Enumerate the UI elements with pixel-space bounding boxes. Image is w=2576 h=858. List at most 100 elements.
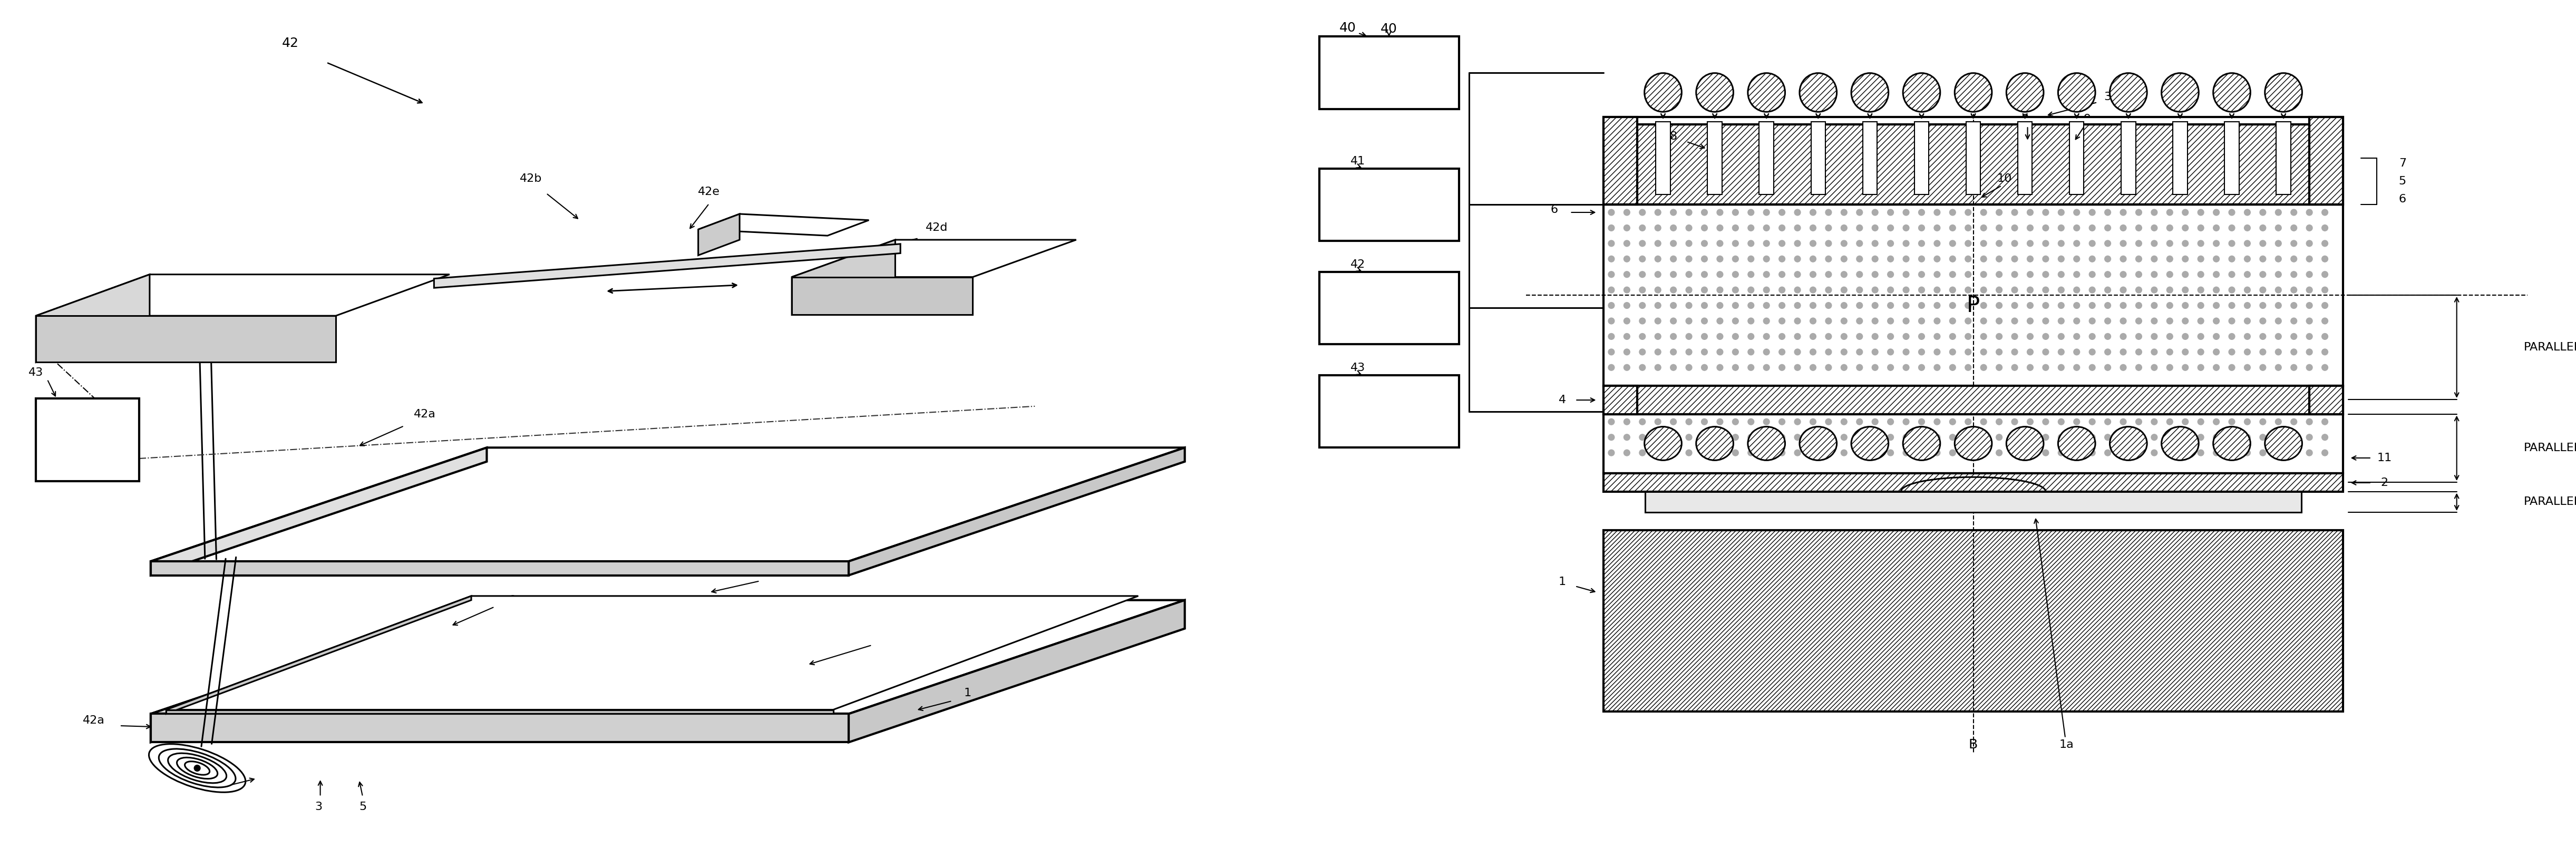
Circle shape [1607, 271, 1615, 277]
Circle shape [1716, 302, 1723, 309]
Circle shape [2228, 240, 2236, 246]
Bar [1965, 122, 1981, 194]
Circle shape [2321, 450, 2329, 456]
Circle shape [2058, 317, 2063, 324]
Circle shape [2043, 240, 2048, 246]
Circle shape [1842, 240, 1847, 246]
Circle shape [1888, 225, 1893, 231]
Circle shape [2012, 349, 2017, 355]
Bar [1605, 414, 2344, 474]
Circle shape [2151, 225, 2156, 231]
Circle shape [2166, 302, 2174, 309]
Circle shape [1623, 349, 1631, 355]
Circle shape [2275, 434, 2282, 440]
Circle shape [1716, 434, 1723, 440]
Circle shape [2074, 256, 2079, 262]
Ellipse shape [1801, 426, 1837, 460]
Circle shape [1731, 287, 1739, 293]
Circle shape [2166, 240, 2174, 246]
Circle shape [2213, 317, 2221, 324]
Circle shape [2275, 450, 2282, 456]
Circle shape [2043, 256, 2048, 262]
Circle shape [2228, 434, 2236, 440]
Circle shape [2228, 271, 2236, 277]
Circle shape [2105, 334, 2110, 340]
Circle shape [2105, 256, 2110, 262]
Circle shape [2120, 271, 2125, 277]
Circle shape [1623, 365, 1631, 371]
Circle shape [2012, 450, 2017, 456]
Circle shape [2074, 434, 2079, 440]
Circle shape [2306, 302, 2313, 309]
Polygon shape [36, 275, 149, 362]
Circle shape [1996, 349, 2002, 355]
Circle shape [1654, 287, 1662, 293]
Circle shape [1654, 434, 1662, 440]
Polygon shape [149, 448, 1185, 561]
Circle shape [1842, 302, 1847, 309]
Text: 11: 11 [2378, 453, 2391, 463]
Circle shape [2306, 240, 2313, 246]
Circle shape [1638, 287, 1646, 293]
Circle shape [1685, 209, 1692, 215]
Circle shape [1996, 225, 2002, 231]
Circle shape [2228, 317, 2236, 324]
Circle shape [1700, 365, 1708, 371]
Circle shape [2290, 302, 2298, 309]
Circle shape [1811, 317, 1816, 324]
Circle shape [1826, 334, 1832, 340]
Circle shape [2182, 271, 2190, 277]
Circle shape [2166, 349, 2174, 355]
Text: 41: 41 [1350, 156, 1365, 166]
Circle shape [1919, 240, 1924, 246]
Circle shape [1654, 209, 1662, 215]
Circle shape [1638, 450, 1646, 456]
Circle shape [2244, 225, 2251, 231]
Circle shape [2182, 225, 2190, 231]
Circle shape [2105, 419, 2110, 425]
Circle shape [1716, 256, 1723, 262]
Circle shape [1716, 349, 1723, 355]
Circle shape [2027, 450, 2032, 456]
Bar [2174, 122, 2187, 194]
Circle shape [1904, 450, 1909, 456]
Circle shape [1981, 317, 1986, 324]
Circle shape [1669, 209, 1677, 215]
Circle shape [1780, 302, 1785, 309]
Circle shape [1857, 365, 1862, 371]
Circle shape [2275, 209, 2282, 215]
Circle shape [2321, 209, 2329, 215]
Circle shape [2228, 287, 2236, 293]
Circle shape [1780, 271, 1785, 277]
Ellipse shape [2213, 73, 2251, 112]
Circle shape [2105, 271, 2110, 277]
Ellipse shape [1695, 73, 1734, 112]
Circle shape [1700, 287, 1708, 293]
Circle shape [2027, 209, 2032, 215]
Circle shape [1950, 256, 1955, 262]
Circle shape [2228, 209, 2236, 215]
Circle shape [1826, 225, 1832, 231]
Circle shape [2259, 287, 2267, 293]
Polygon shape [791, 277, 974, 315]
Circle shape [2074, 209, 2079, 215]
Circle shape [1826, 240, 1832, 246]
Circle shape [2290, 419, 2298, 425]
Circle shape [1857, 209, 1862, 215]
Circle shape [1780, 334, 1785, 340]
Circle shape [1700, 334, 1708, 340]
Circle shape [2244, 209, 2251, 215]
Circle shape [2213, 365, 2221, 371]
Circle shape [2027, 302, 2032, 309]
Circle shape [1700, 271, 1708, 277]
Text: 5: 5 [2398, 176, 2406, 187]
Circle shape [2012, 302, 2017, 309]
Circle shape [1904, 209, 1909, 215]
Circle shape [1857, 450, 1862, 456]
Bar [1914, 122, 1929, 194]
Circle shape [2136, 240, 2141, 246]
Circle shape [1873, 271, 1878, 277]
Circle shape [1780, 287, 1785, 293]
Text: 40: 40 [1340, 21, 1355, 34]
Circle shape [1935, 225, 1940, 231]
